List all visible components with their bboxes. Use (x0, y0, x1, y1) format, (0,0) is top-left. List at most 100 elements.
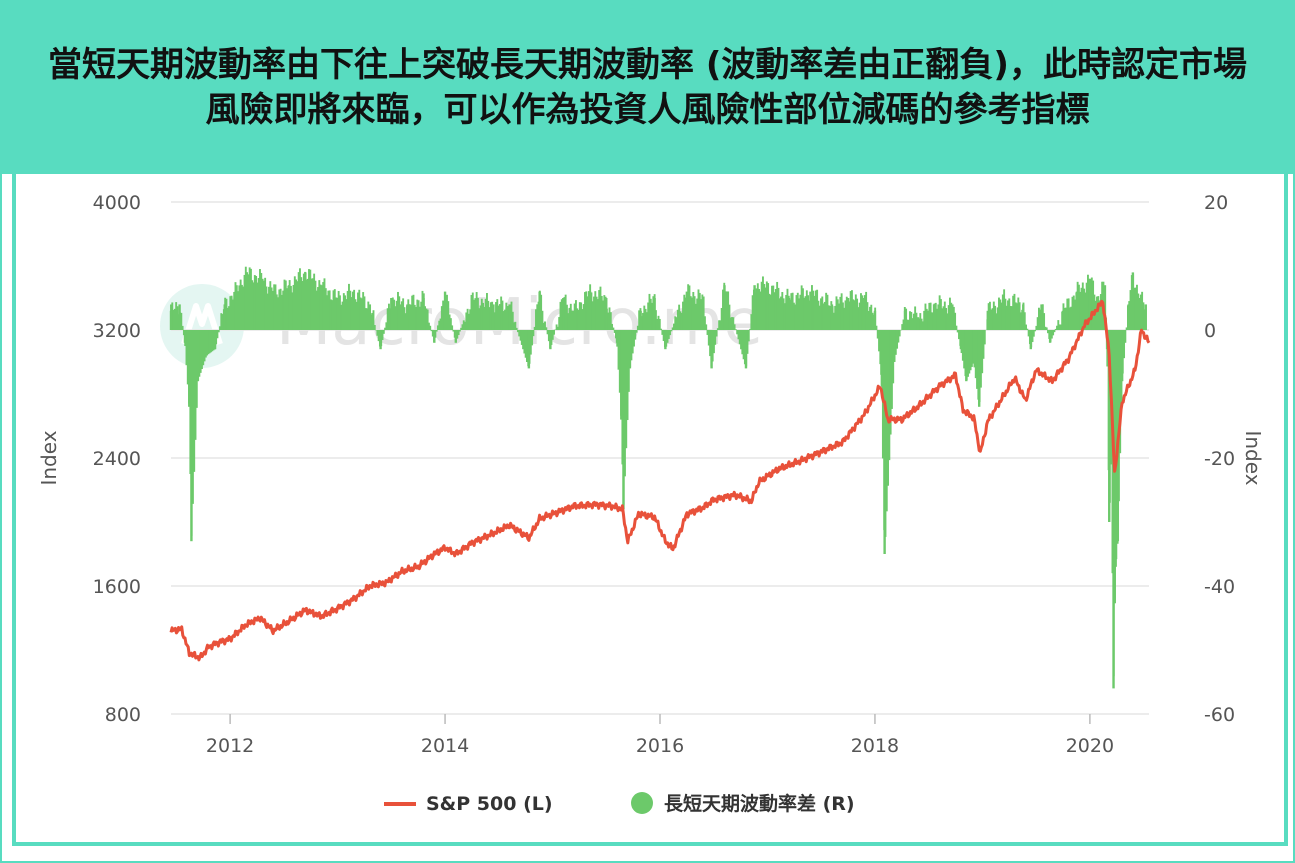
spread-bar (826, 294, 829, 330)
spread-bar (596, 299, 599, 330)
spread-bar (671, 327, 674, 330)
spread-bar (781, 292, 784, 330)
spread-bar-point (169, 310, 173, 330)
spread-bar (1023, 312, 1026, 330)
spread-bar (952, 306, 955, 330)
spread-bar (479, 305, 482, 330)
spread-bar (954, 312, 957, 330)
spread-bar (860, 293, 862, 330)
spread-bar (217, 330, 220, 333)
spread-bar (1000, 302, 1003, 330)
spread-bar (1014, 302, 1017, 330)
spread-bar (1031, 330, 1034, 343)
spread-bar (1083, 288, 1086, 330)
spread-bar (738, 330, 741, 345)
spread-bar (487, 300, 490, 330)
watermark-logo-icon (160, 284, 244, 368)
spread-bar (667, 330, 670, 339)
spread-bar-point (352, 291, 355, 330)
spread-bar (296, 281, 299, 330)
spread-bar (746, 330, 749, 354)
spread-bar (284, 280, 287, 330)
spread-bar (603, 295, 606, 330)
spread-bar-point (903, 310, 907, 330)
spread-bar (773, 292, 776, 330)
spread-bar-point (190, 330, 193, 542)
spread-bar (682, 301, 684, 330)
spread-bar (388, 303, 390, 330)
spread-bar (364, 308, 367, 330)
spread-bar (875, 325, 878, 330)
spread-bar (504, 309, 506, 330)
spread-bar (943, 301, 946, 330)
spread-bar (580, 302, 583, 330)
spread-bar (500, 296, 503, 330)
spread-bar (749, 328, 752, 330)
spread-bar-point (188, 330, 191, 407)
spread-bar (228, 306, 230, 330)
spread-bar-point (492, 304, 495, 330)
right-axis-title: Index (1241, 430, 1265, 485)
spread-bar (636, 325, 639, 330)
spread-bar (1141, 291, 1144, 330)
spread-bar (464, 321, 466, 330)
spread-bar (858, 302, 861, 330)
spread-bar (946, 313, 949, 330)
spread-bar (919, 313, 922, 330)
spread-bar (426, 309, 429, 330)
spread-bar (820, 298, 822, 330)
spread-bar (571, 310, 574, 330)
spread-bar (360, 298, 363, 330)
spread-bar (175, 302, 178, 330)
spread-bar (1065, 307, 1067, 330)
spread-bar (915, 312, 918, 330)
spread-bar (275, 294, 278, 330)
spread-bar (591, 301, 594, 330)
spread-bar (411, 295, 414, 330)
right-tick-label: 20 (1204, 192, 1228, 214)
spread-bar (673, 323, 675, 330)
spread-bar (1125, 327, 1128, 330)
spread-bar (578, 302, 581, 330)
spread-bar (898, 330, 901, 337)
spread-bar (921, 321, 924, 330)
spread-bar (963, 330, 966, 369)
spread-bar (635, 330, 638, 333)
spread-bar (194, 330, 197, 440)
spread-bar-point (288, 285, 291, 330)
spread-bar (1016, 303, 1018, 330)
spread-bar (747, 330, 750, 342)
spread-bar (474, 298, 477, 330)
spread-bar-point (932, 304, 936, 330)
spread-bar (332, 290, 335, 330)
spread-bar (460, 327, 463, 330)
spread-bar (1004, 298, 1007, 330)
spread-bar-point (390, 298, 393, 330)
spread-bar (853, 300, 856, 330)
spread-bar (713, 330, 715, 354)
spread-bar (983, 330, 986, 345)
gridlines (171, 201, 1149, 715)
spread-bar (805, 290, 808, 330)
right-tick-label: -40 (1204, 576, 1235, 598)
spread-bar-point (1088, 278, 1092, 330)
spread-bar (679, 311, 682, 330)
spread-bar (654, 310, 657, 330)
spread-bar-point (986, 310, 989, 330)
spread-bar-point (1002, 298, 1006, 330)
spread-bar (292, 284, 295, 330)
spread-bar (758, 288, 761, 330)
spread-bar (497, 305, 500, 330)
spread-bar (996, 307, 999, 330)
spread-bar (939, 299, 942, 330)
spread-bar (193, 330, 196, 472)
spread-bar (909, 311, 911, 330)
spread-bar-point (1048, 330, 1052, 343)
spread-bar (1012, 295, 1015, 330)
spread-bar (1074, 299, 1077, 330)
spread-bar (991, 308, 994, 330)
spread-bar (335, 297, 338, 330)
spread-bar (1087, 274, 1089, 330)
spread-bar (660, 328, 663, 330)
spread-bar (520, 330, 523, 345)
